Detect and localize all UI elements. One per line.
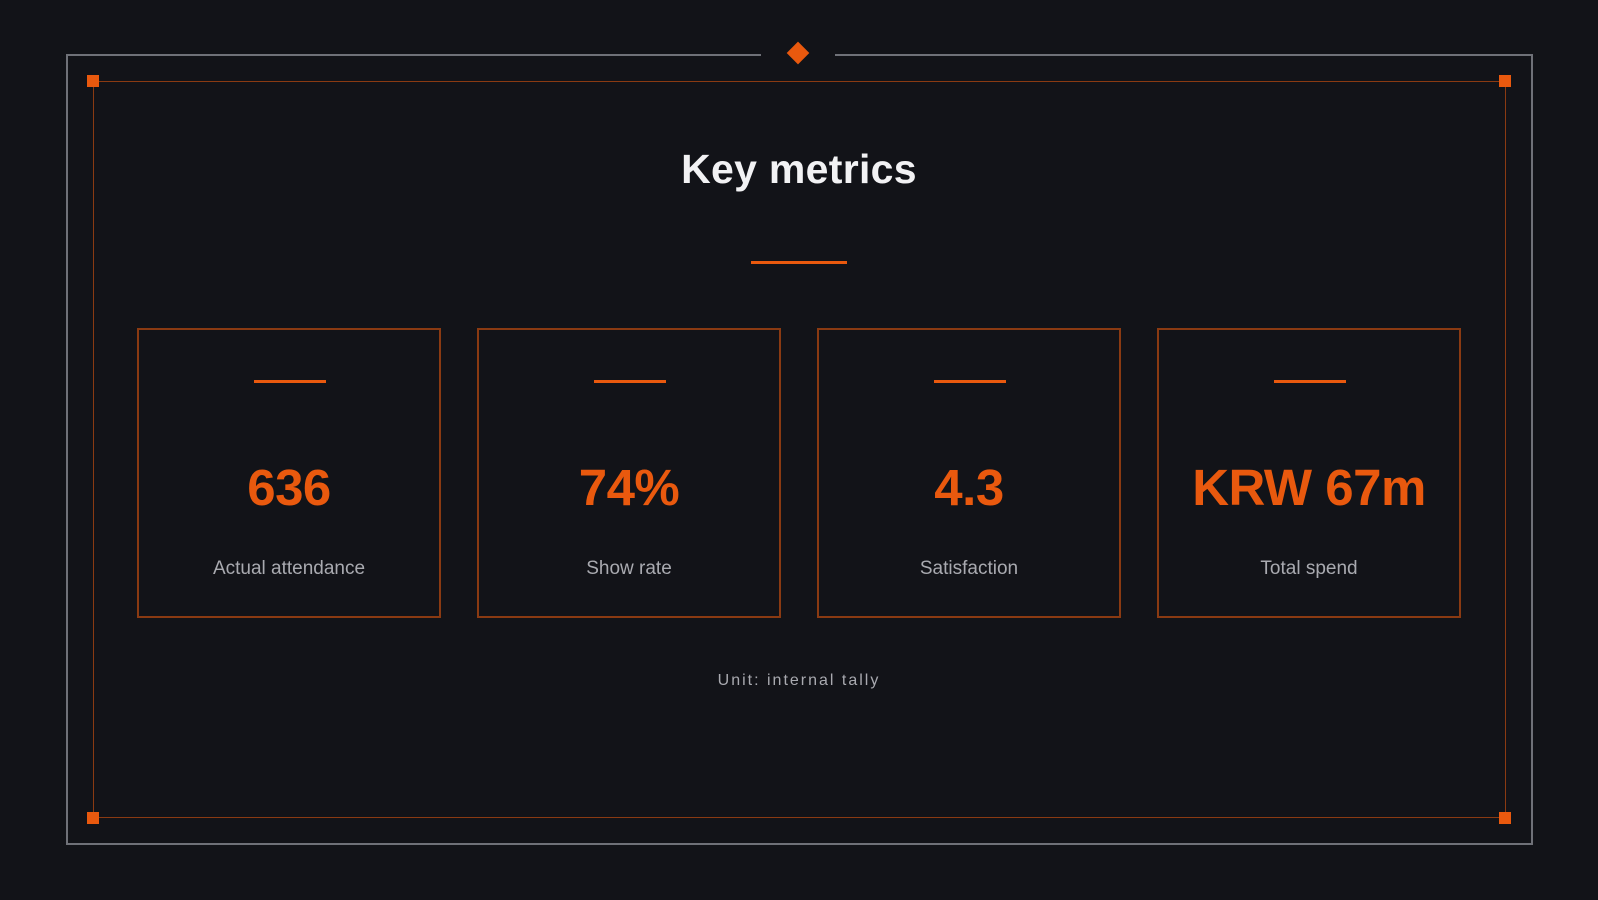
metric-card-satisfaction: 4.3 Satisfaction <box>817 328 1121 618</box>
corner-marker <box>87 75 99 87</box>
metric-value: 74% <box>578 459 680 516</box>
card-rule <box>934 380 1006 383</box>
metric-card-show-rate: 74% Show rate <box>477 328 781 618</box>
page-title: Key metrics <box>681 146 917 192</box>
footnote: Unit: internal tally <box>717 672 881 689</box>
metric-value: KRW 67m <box>1192 459 1426 516</box>
metric-label: Total spend <box>1260 558 1358 579</box>
corner-marker <box>1499 75 1511 87</box>
metric-label: Show rate <box>586 558 672 579</box>
title-underline <box>751 261 847 264</box>
metric-card-total-spend: KRW 67m Total spend <box>1157 328 1461 618</box>
card-rule <box>594 380 666 383</box>
card-rule <box>254 380 326 383</box>
corner-marker <box>87 812 99 824</box>
corner-marker <box>1499 812 1511 824</box>
metric-value: 4.3 <box>934 459 1004 516</box>
metric-value: 636 <box>247 459 331 516</box>
metric-cards: 636 Actual attendance 74% Show rate 4.3 … <box>137 328 1461 619</box>
metric-label: Satisfaction <box>919 558 1019 579</box>
card-rule <box>1274 380 1346 383</box>
metric-label: Actual attendance <box>212 558 366 579</box>
metric-card-attendance: 636 Actual attendance <box>137 328 441 618</box>
inner-frame <box>93 81 1506 818</box>
